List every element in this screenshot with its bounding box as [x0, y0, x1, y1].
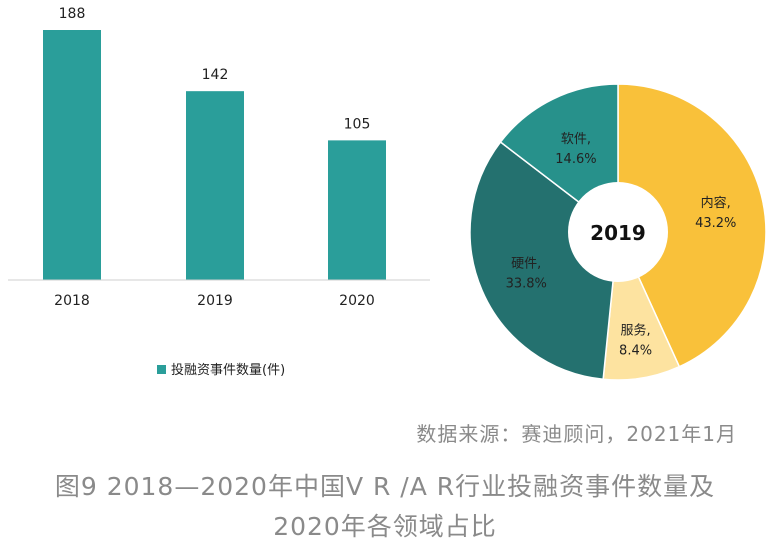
bar-value-label: 188	[59, 6, 86, 22]
bar-series: 188 2018 142 2019 105 2020	[43, 6, 386, 309]
bar-2018	[43, 30, 101, 280]
x-tick-label: 2019	[197, 293, 233, 309]
figure-caption-line2: 2020年各领域占比	[273, 512, 497, 541]
bar-value-label: 142	[202, 67, 229, 83]
pie-slice-percent: 33.8%	[506, 277, 547, 292]
figure-caption-line1: 图9 2018—2020年中国V R /A R行业投融资事件数量及	[54, 472, 716, 501]
pie-slice-name: 软件,	[561, 132, 591, 147]
pie-slice-percent: 14.6%	[555, 152, 596, 167]
pie-chart: 内容, 43.2% 服务, 8.4% 硬件, 33.8% 软件, 14.6% 2019	[469, 83, 767, 381]
pie-center-label: 2019	[590, 221, 646, 245]
pie-slice-name: 服务,	[620, 323, 650, 339]
pie-slice-percent: 43.2%	[695, 216, 736, 231]
pie-slice-name: 内容,	[701, 195, 731, 211]
x-tick-label: 2020	[339, 293, 375, 309]
legend: 投融资事件数量(件)	[157, 362, 285, 378]
x-tick-label: 2018	[54, 293, 90, 309]
pie-slice-percent: 8.4%	[619, 344, 652, 359]
donut-hole	[568, 182, 668, 282]
bar-2020	[328, 140, 386, 280]
bar-2019	[186, 91, 244, 280]
pie-slice-name: 硬件,	[511, 257, 541, 272]
bar-value-label: 105	[344, 116, 371, 132]
pie-slice	[617, 83, 767, 368]
legend-label: 投融资事件数量(件)	[171, 362, 285, 378]
data-source: 数据来源：赛迪顾问，2021年1月	[416, 422, 737, 446]
legend-swatch	[157, 365, 166, 374]
pie-slice	[469, 140, 619, 381]
chart-canvas: 188 2018 142 2019 105 2020 投融资事件数量(件) 内容, 43.2…	[8, 6, 767, 381]
